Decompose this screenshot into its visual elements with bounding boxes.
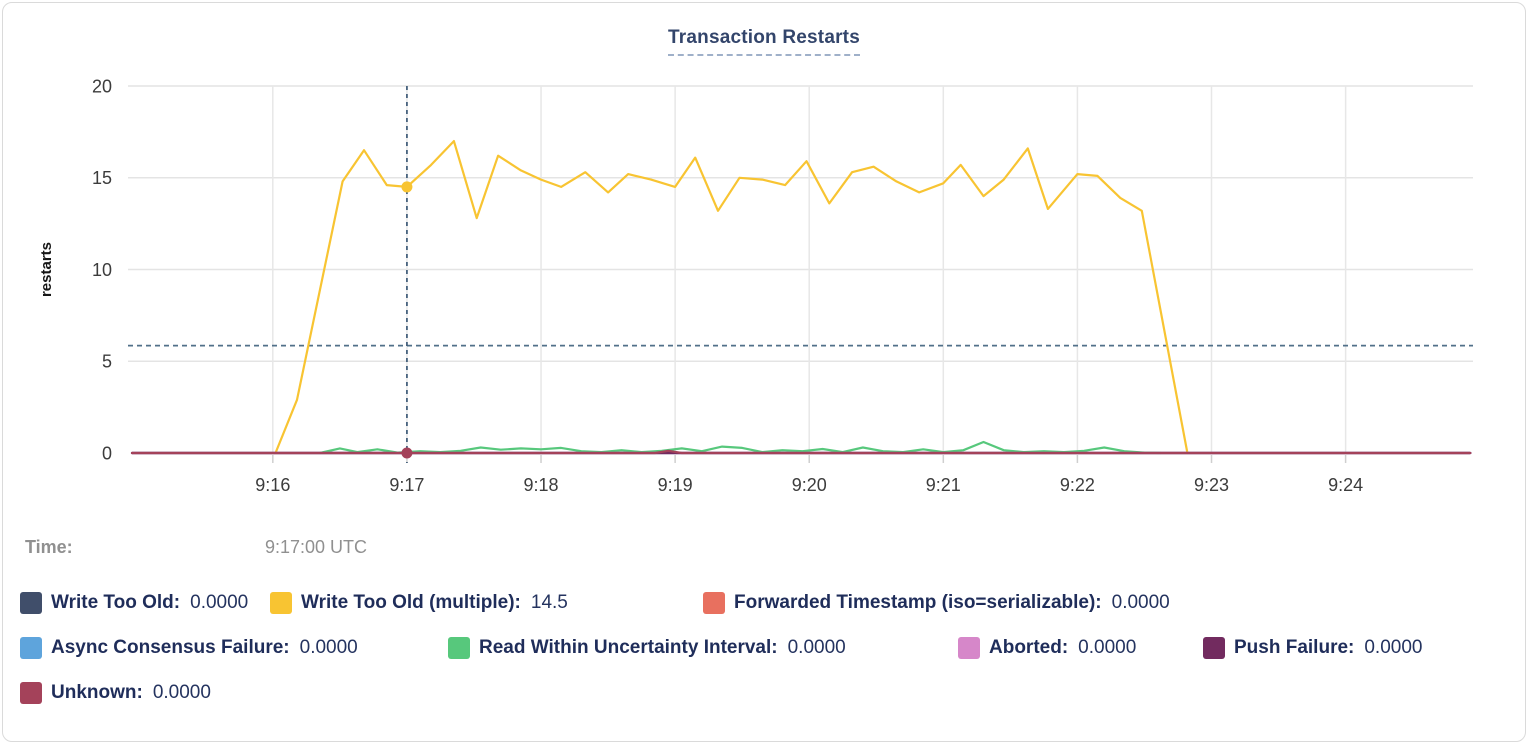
legend-row-1: Write Too Old: 0.0000 Write Too Old (mul… [20,592,1525,614]
legend-label: Async Consensus Failure: [51,637,290,658]
async-consensus-failure-swatch [20,637,42,659]
legend-row-2: Async Consensus Failure: 0.0000 Read Wit… [20,637,1525,659]
legend-item-async-consensus-failure: Async Consensus Failure: 0.0000 [20,637,448,659]
write-too-old-swatch [20,592,42,614]
y-axis-label: restarts [38,242,55,297]
aborted-swatch [958,637,980,659]
read-within-uncertainty-interval-swatch [448,637,470,659]
push-failure-swatch [1203,637,1225,659]
legend-label: Push Failure: [1234,637,1355,658]
hover-tooltip-legend: Time: 9:17:00 UTC Write Too Old: 0.0000 … [3,537,1525,704]
x-tick-label: 9:24 [1328,475,1363,495]
write-too-old-multiple-swatch [270,592,292,614]
chart-plot-area[interactable]: 0 5 10 15 20 9:16 9:17 9:18 9:19 9:20 9:21 9:22 9:23… [3,3,1526,515]
hover-dot-series-7 [401,447,413,459]
x-tick-label: 9:21 [926,475,961,495]
legend-value: 0.0000 [1078,637,1137,658]
legend-item-write-too-old: Write Too Old: 0.0000 [20,592,270,614]
legend-label: Write Too Old: [51,592,181,613]
x-tick-label: 9:19 [658,475,693,495]
x-tick-label: 9:16 [255,475,290,495]
chart-title-row: Transaction Restarts [3,27,1525,56]
legend-label: Write Too Old (multiple): [301,592,521,613]
legend-item-read-within-uncertainty-interval: Read Within Uncertainty Interval: 0.0000 [448,637,958,659]
tooltip-time-label: Time: [25,537,73,557]
legend-label: Unknown: [51,682,143,703]
series-line-7 [130,449,1472,455]
legend-item-aborted: Aborted: 0.0000 [958,637,1203,659]
unknown-swatch [20,682,42,704]
y-tick-label: 5 [102,352,112,372]
legend-value: 0.0000 [152,682,211,703]
legend-value: 0.0000 [1364,637,1423,658]
series-line-1 [274,140,1189,455]
x-tick-label: 9:23 [1194,475,1229,495]
series-line-4 [318,440,1162,455]
legend-row-3: Unknown: 0.0000 [20,682,1525,704]
legend-item-unknown: Unknown: 0.0000 [20,682,211,704]
forwarded-timestamp-swatch [703,592,725,614]
chart-title: Transaction Restarts [668,27,860,56]
legend-value: 0.0000 [1111,592,1170,613]
x-tick-label: 9:18 [523,475,558,495]
x-tick-label: 9:22 [1060,475,1095,495]
legend-value: 0.0000 [787,637,846,658]
tooltip-time-value: 9:17:00 UTC [265,537,368,557]
y-tick-label: 15 [92,168,112,188]
legend-value: 14.5 [530,592,568,613]
legend-item-write-too-old-multiple: Write Too Old (multiple): 14.5 [270,592,703,614]
legend-value: 0.0000 [190,592,249,613]
legend-label: Aborted: [989,637,1069,658]
tooltip-time-row: Time: 9:17:00 UTC [25,537,1525,558]
transaction-restarts-chart[interactable]: 0 5 10 15 20 9:16 9:17 9:18 9:19 9:20 9:21 9:22 9:23… [3,3,1526,515]
legend-label: Forwarded Timestamp (iso=serializable): [734,592,1102,613]
y-tick-label: 10 [92,260,112,280]
legend-item-forwarded-timestamp: Forwarded Timestamp (iso=serializable): … [703,592,1170,614]
legend-label: Read Within Uncertainty Interval: [479,637,778,658]
hover-dot-series-1 [401,181,413,193]
y-tick-label: 0 [102,443,112,463]
y-tick-label: 20 [92,76,112,96]
x-tick-label: 9:17 [389,475,424,495]
legend-value: 0.0000 [299,637,358,658]
x-tick-label: 9:20 [792,475,827,495]
legend-item-push-failure: Push Failure: 0.0000 [1203,637,1422,659]
